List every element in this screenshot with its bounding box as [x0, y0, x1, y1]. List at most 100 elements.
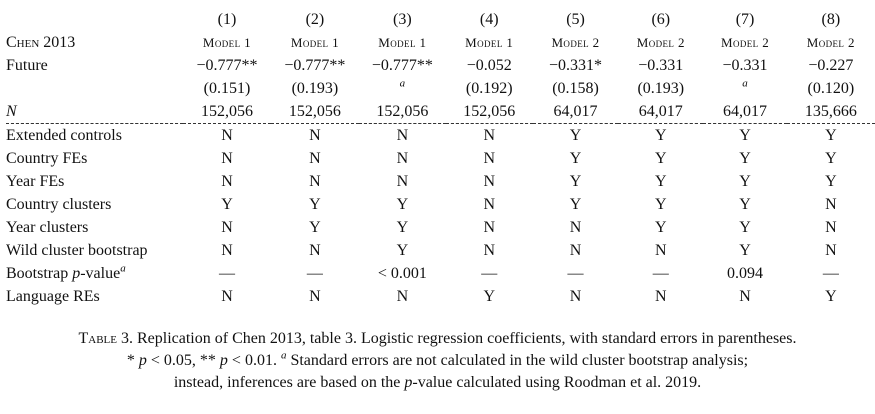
- n-cell: 152,056: [359, 100, 446, 124]
- specification-rows: Extended controls N N N N Y Y Y Y Country FEs N N N N…: [6, 124, 875, 263]
- spec-cell: N: [569, 288, 582, 305]
- row-label: Future: [6, 57, 48, 74]
- n-row: N 152,056 152,056 152,056 152,056 64,017…: [6, 100, 875, 124]
- spec-cell: N: [483, 219, 495, 236]
- spec-cell: N: [396, 127, 409, 144]
- caption-text: p: [404, 374, 413, 391]
- spec-cell: N: [483, 150, 495, 167]
- pvalue-cell: —: [218, 265, 235, 282]
- model-label: Model 2: [806, 35, 855, 50]
- pvalue-cell: 0.094: [727, 265, 764, 282]
- spec-cell: Y: [221, 196, 233, 213]
- pvalue-cell: < 0.001: [377, 265, 427, 282]
- std-error-cell: a: [703, 77, 786, 100]
- spec-cell: N: [221, 242, 233, 259]
- caption-text: instead, inferences are based on the: [173, 374, 405, 391]
- label-text: Bootstrap: [6, 265, 73, 282]
- row-label: Country FEs: [6, 150, 88, 167]
- regression-table: (1) (2) (3) (4) (5) (6) (7) (8) Chen 201…: [6, 8, 875, 308]
- column-number: (2): [305, 11, 325, 28]
- coefficient-cell: −0.777**: [371, 57, 433, 74]
- spec-cell: N: [396, 288, 409, 305]
- footnote-marker: a: [399, 77, 406, 90]
- spec-cell: Y: [825, 173, 837, 190]
- language-res-row: Language REs N N N Y N N N Y: [6, 285, 875, 308]
- spec-row: Country clusters Y Y Y N Y Y Y N: [6, 193, 875, 216]
- spec-cell: Y: [739, 196, 751, 213]
- row-label: Bootstrap p-valuea: [6, 262, 183, 285]
- spec-cell: Y: [569, 196, 582, 213]
- pvalue-cell: —: [481, 265, 498, 282]
- row-label: Year clusters: [6, 219, 89, 236]
- footnote-marker: a: [280, 349, 287, 362]
- spec-cell: N: [825, 196, 837, 213]
- spec-row: Extended controls N N N N Y Y Y Y: [6, 124, 875, 148]
- spec-cell: Y: [396, 196, 409, 213]
- spec-cell: Y: [739, 242, 751, 259]
- n-cell: 64,017: [618, 100, 704, 124]
- model-label: Model 2: [636, 35, 685, 50]
- model-header-label: Chen 2013: [6, 34, 76, 51]
- spec-cell: N: [483, 173, 495, 190]
- coefficient-cell: −0.331: [722, 57, 768, 74]
- column-number: (7): [735, 11, 755, 28]
- column-number: (4): [479, 11, 499, 28]
- n-cell: 152,056: [183, 100, 271, 124]
- column-number: (8): [821, 11, 841, 28]
- column-number: (5): [566, 11, 585, 28]
- coefficient-cell: −0.777**: [284, 57, 346, 74]
- footnote-marker: a: [742, 77, 748, 90]
- caption-text: 3.: [116, 330, 133, 347]
- caption-text: Replication of Chen 2013, table 3. Logis…: [132, 330, 797, 347]
- spec-cell: Y: [655, 150, 667, 167]
- spec-cell: Y: [569, 150, 582, 167]
- caption-text: p: [219, 352, 228, 369]
- spec-cell: N: [825, 219, 837, 236]
- spec-cell: Y: [396, 242, 409, 259]
- n-cell: 135,666: [786, 100, 875, 124]
- spec-cell: Y: [655, 127, 667, 144]
- std-error-cell: (0.158): [552, 80, 599, 97]
- caption-text: < 0.01.: [227, 352, 281, 369]
- spec-cell: Y: [655, 219, 667, 236]
- pvalue-cell: —: [652, 265, 669, 282]
- empty-label-cell: [6, 77, 183, 100]
- spec-cell: Y: [483, 288, 495, 305]
- spec-cell: N: [483, 242, 495, 259]
- std-error-cell: (0.193): [637, 80, 685, 97]
- spec-cell: Y: [739, 127, 751, 144]
- row-label: Wild cluster bootstrap: [6, 242, 148, 259]
- spec-cell: N: [221, 219, 233, 236]
- pvalue-cell: —: [822, 265, 839, 282]
- caption-text: p: [138, 352, 147, 369]
- spec-cell: N: [825, 242, 837, 259]
- row-label: N: [6, 100, 184, 124]
- coefficient-cell: −0.777**: [196, 57, 258, 74]
- caption-text: *: [126, 352, 139, 369]
- spec-cell: N: [396, 173, 409, 190]
- column-number: (3): [393, 11, 412, 28]
- coefficient-cell: −0.331: [638, 57, 684, 74]
- std-error-cell: a: [359, 77, 445, 100]
- spec-cell: Y: [825, 127, 837, 144]
- spec-cell: N: [309, 242, 321, 259]
- caption-text: < 0.05, **: [146, 352, 220, 369]
- model-label: Model 2: [721, 35, 770, 50]
- caption-line-3: instead, inferences are based on the p-v…: [0, 372, 875, 394]
- spec-cell: Y: [739, 173, 751, 190]
- spec-cell: N: [396, 150, 409, 167]
- spec-cell: N: [309, 150, 321, 167]
- empty-header-cell: [6, 8, 183, 31]
- n-cell: 64,017: [532, 100, 619, 124]
- spec-row: Wild cluster bootstrap N N Y N N N Y N: [6, 239, 875, 262]
- spec-cell: Y: [739, 150, 751, 167]
- spec-cell: N: [309, 127, 321, 144]
- model-label: Model 2: [551, 35, 600, 50]
- column-number: (6): [651, 11, 671, 28]
- std-error-row: (0.151) (0.193) a (0.192) (0.158) (0.193…: [6, 77, 875, 100]
- bootstrap-pvalue-row: Bootstrap p-valuea — — < 0.001 — — — 0.0…: [6, 262, 875, 285]
- spec-cell: N: [221, 127, 233, 144]
- spec-cell: Y: [825, 150, 837, 167]
- spec-cell: N: [221, 288, 233, 305]
